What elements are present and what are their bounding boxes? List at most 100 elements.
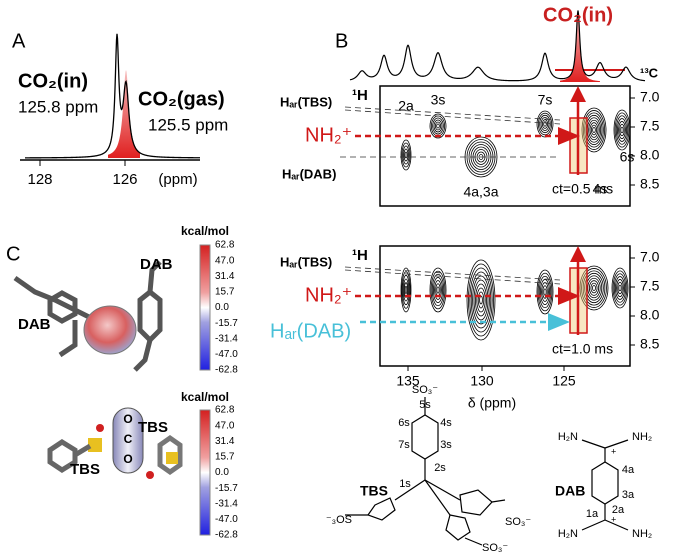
contour [474, 283, 487, 317]
peak-label: 2a [398, 98, 414, 114]
group-label: SO₃⁻ [505, 516, 531, 528]
co2-surface [83, 305, 137, 355]
spectrum-trace [25, 33, 200, 159]
label: Hₐᵣ(DAB) [282, 166, 336, 181]
colorbar-tick-label: 15.7 [215, 452, 235, 463]
contour [430, 115, 446, 137]
contour [476, 287, 486, 313]
contour [539, 114, 551, 134]
label: TBS [138, 419, 168, 436]
y-tick-label: 7.5 [640, 118, 660, 134]
contour [542, 285, 548, 299]
colorbar-tick-label: -47.0 [215, 349, 238, 360]
contour [431, 273, 445, 307]
colorbar-tick-label: -62.8 [215, 365, 238, 376]
contour [477, 291, 485, 309]
contour [403, 282, 409, 298]
contour [435, 283, 441, 297]
contour [585, 275, 603, 301]
contour [582, 110, 606, 150]
label: TBS [360, 483, 388, 499]
position-label: 4a [622, 464, 635, 476]
arrow-head [570, 246, 586, 262]
label: 125.5 ppm [148, 115, 228, 134]
contour [429, 267, 447, 313]
contour [588, 119, 600, 141]
arrow-head [548, 313, 570, 331]
arrow-head [558, 127, 580, 145]
contour [536, 269, 554, 315]
guide [344, 269, 561, 285]
contour [436, 123, 440, 129]
contour [472, 275, 490, 325]
colorbar-tick-label: 31.4 [215, 436, 235, 447]
contour [404, 285, 408, 295]
structure-tbs [345, 397, 506, 546]
position-label: 1a [586, 508, 599, 520]
contour [588, 280, 600, 296]
colorbar-tick-label: 0.0 [215, 302, 229, 313]
contour [618, 121, 626, 139]
label: CO₂(gas) [138, 88, 225, 110]
contour [401, 271, 411, 309]
colorbar-tick-label: -31.4 [215, 498, 238, 509]
contour [617, 118, 627, 142]
contour [620, 126, 624, 134]
contour [614, 112, 630, 148]
group-label: + [611, 514, 616, 524]
group-label: ⁻₃OS [326, 514, 352, 526]
contour [430, 270, 446, 310]
contour [585, 114, 603, 146]
label: ct=1.0 ms [552, 341, 613, 357]
contour [467, 263, 494, 337]
position-label: 2s [434, 462, 446, 474]
contour [436, 286, 440, 294]
position-label: 3s [440, 439, 452, 451]
group-label: NH₂ [632, 431, 652, 443]
contour [541, 119, 549, 129]
molecule-dab [13, 260, 163, 372]
x-tick-label: 130 [470, 373, 494, 389]
spectrum-frame [379, 85, 631, 207]
colorbar-tick-label: 31.4 [215, 271, 235, 282]
peak-label: 4s [593, 181, 608, 197]
contour [584, 272, 604, 304]
group-label: NH₂ [632, 528, 652, 540]
contour [541, 282, 549, 302]
x-tick-label: 128 [27, 171, 52, 188]
colorbar-tick-label: -31.4 [215, 333, 238, 344]
contour [400, 139, 412, 171]
contour [619, 123, 625, 137]
label: Hₐᵣ(TBS) [280, 94, 332, 109]
x-tick-label: 126 [112, 171, 137, 188]
contour [429, 113, 447, 139]
contour [434, 121, 442, 131]
label: NH₂⁺ [305, 124, 352, 146]
contour [538, 275, 552, 309]
label: 125.8 ppm [18, 97, 98, 116]
label: O [123, 412, 132, 426]
y-tick-label: 8.0 [640, 307, 660, 323]
group-label: H₂N [558, 528, 578, 540]
position-label: 2a [612, 504, 625, 516]
contour [403, 278, 409, 302]
contour [537, 112, 553, 136]
contour [615, 276, 625, 300]
contour [543, 121, 547, 127]
label: (ppm) [158, 171, 197, 188]
contour [590, 124, 598, 136]
label: NH₂⁺ [305, 284, 352, 306]
colorbar-tick-label: 15.7 [215, 287, 235, 298]
label: δ (ppm) [468, 395, 516, 411]
label: A [12, 30, 26, 52]
contour [615, 115, 629, 145]
peak-label: 6s [620, 149, 635, 165]
spectrum-trace [349, 10, 646, 82]
label: CO₂(in) [18, 70, 88, 92]
label: DAB [140, 256, 173, 273]
co2-surface [112, 407, 144, 474]
contour [466, 259, 496, 341]
colorbar-tick-label: -47.0 [215, 514, 238, 525]
contour [433, 119, 443, 133]
y-tick-label: 7.0 [640, 249, 660, 265]
